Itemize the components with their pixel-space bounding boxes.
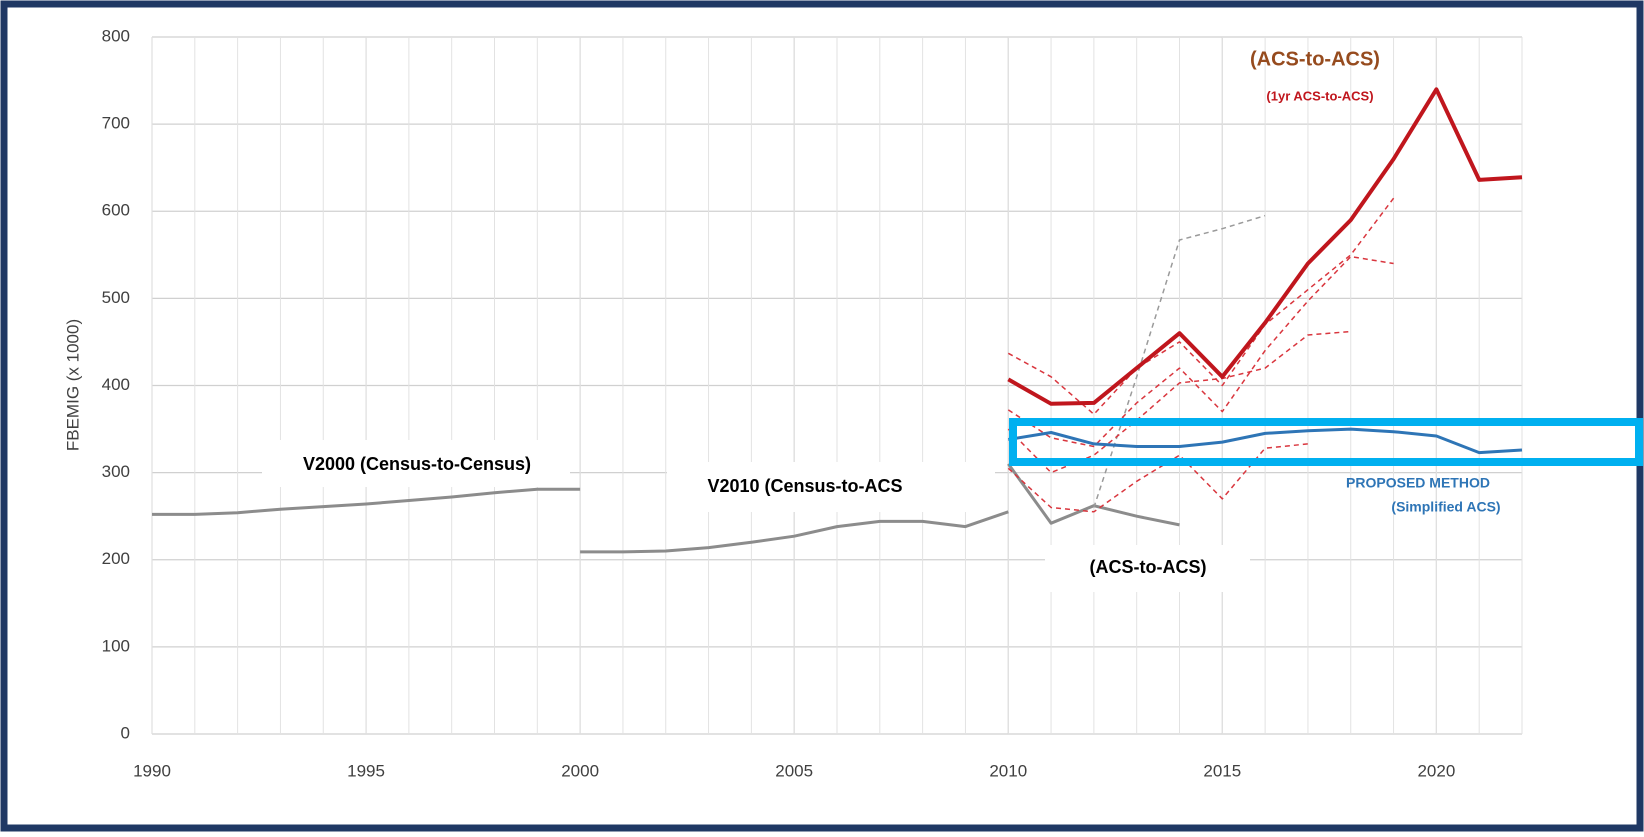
x-tick-label: 1995 [347,761,385,780]
y-axis-label: FBEMIG (x 1000) [63,319,82,451]
y-tick-label: 0 [121,723,130,742]
series-line [1007,255,1394,448]
y-tick-label: 600 [102,201,130,220]
x-tick-label: 2000 [561,761,599,780]
y-tick-label: 100 [102,636,130,655]
x-tick-label: 2020 [1417,761,1455,780]
lines [152,87,1523,554]
series-line [1008,427,1523,455]
annotation: (Simplified ACS) [1391,499,1500,515]
y-tick-label: 700 [102,114,130,133]
series-line [580,510,1009,554]
annotation: (ACS-to-ACS) [1250,48,1380,70]
highlight-box [1009,418,1643,466]
x-tick-label: 2010 [989,761,1027,780]
y-tick-label: 400 [102,375,130,394]
annotation: V2010 (Census-to-ACS [707,476,902,496]
x-tick-label: 2005 [775,761,813,780]
y-tick-label: 500 [102,288,130,307]
series-line [152,487,581,516]
series-line [1007,87,1523,406]
y-tick-label: 800 [102,26,130,45]
x-tick-label: 2015 [1203,761,1241,780]
annotation-box [667,462,995,512]
annotation: V2000 (Census-to-Census) [303,454,531,474]
y-tick-label: 200 [102,549,130,568]
x-tick-label: 1990 [133,761,171,780]
annotation: PROPOSED METHOD [1346,475,1490,491]
annotations: V2000 (Census-to-Census) V2010 (Census-to… [262,48,1501,592]
annotation-box [262,440,570,487]
series-line [1007,330,1351,474]
annotation: (1yr ACS-to-ACS) [1266,88,1373,103]
annotation-box [1045,545,1250,592]
y-tick-label: 300 [102,462,130,481]
series-line [1007,443,1308,513]
annotation: (ACS-to-ACS) [1090,557,1207,577]
